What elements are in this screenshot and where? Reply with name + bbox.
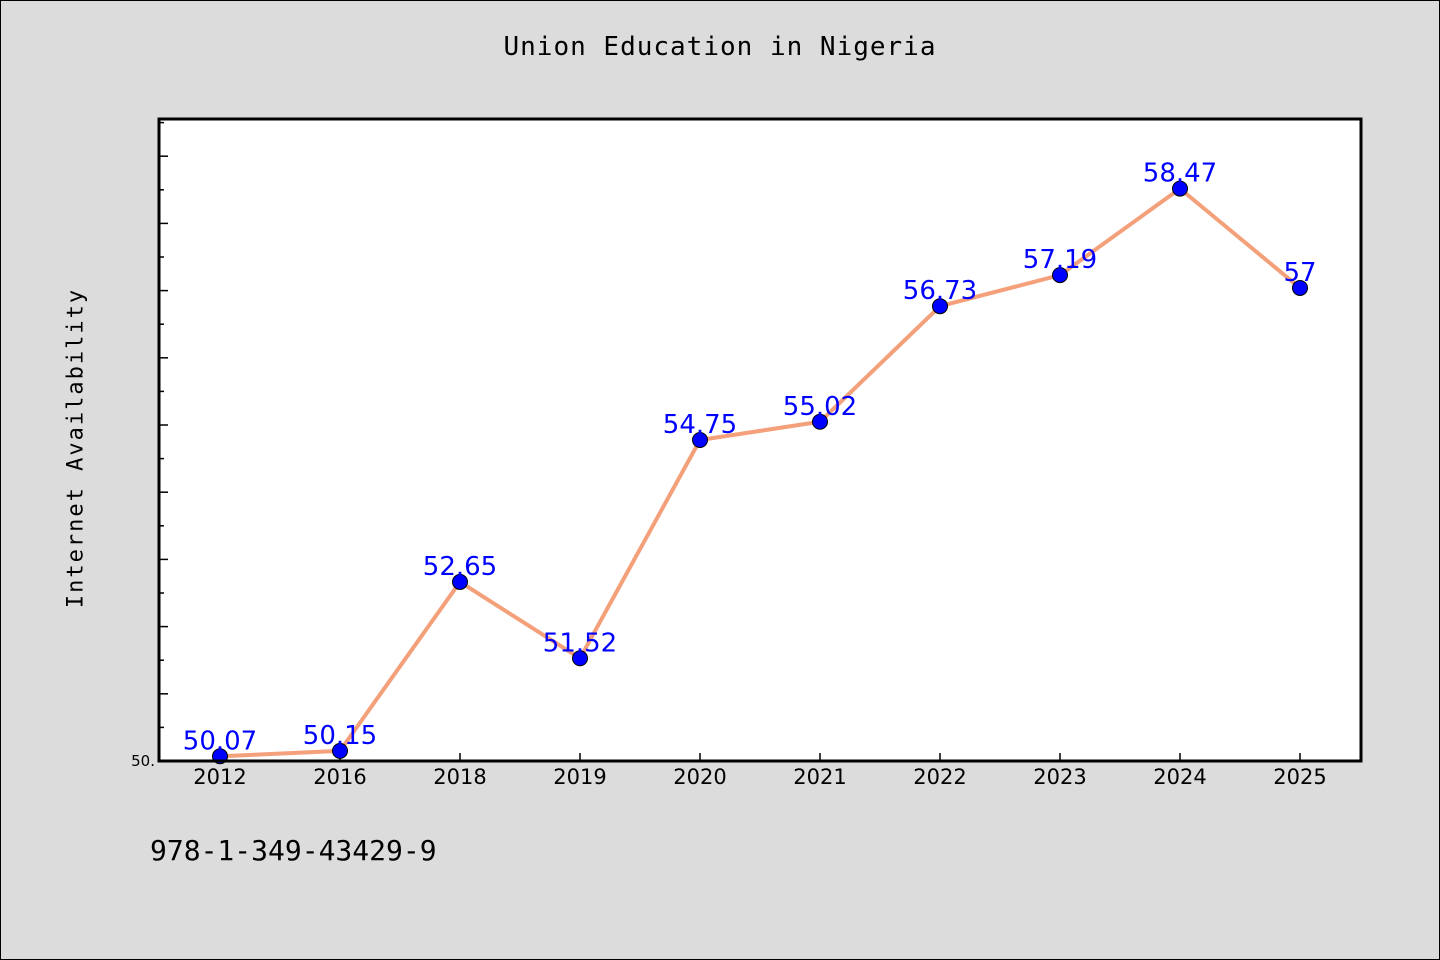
data-point-2016 (332, 742, 348, 759)
data-label-2020: 54.75 (663, 410, 737, 440)
data-labels-group: 50.07 50.15 52.65 51.52 54.75 55.02 56.73 57.19… (183, 159, 1317, 757)
data-label-2024: 58.47 (1143, 159, 1217, 189)
data-point-2020 (692, 432, 708, 448)
data-label-2016: 50.15 (303, 721, 377, 751)
series-line-group (219, 186, 1302, 759)
data-point-2023 (1052, 267, 1068, 284)
data-label-2019: 51.52 (543, 628, 617, 658)
x-tick-label-2019: 2019 (553, 765, 606, 789)
data-label-2023: 57.19 (1023, 245, 1097, 275)
x-tick-label-2024: 2024 (1153, 765, 1206, 789)
x-tick-label-2016: 2016 (313, 765, 366, 789)
data-label-2021: 55.02 (783, 392, 857, 422)
x-tick-label-2020: 2020 (673, 765, 726, 789)
data-label-2018: 52.65 (423, 552, 497, 582)
data-point-2018 (452, 573, 468, 590)
plot-area (159, 119, 1361, 761)
y-tick-label: 50. (131, 752, 155, 770)
x-tick-label-2018: 2018 (433, 765, 486, 789)
x-tick-label-2012: 2012 (193, 765, 246, 789)
x-tick-label-2021: 2021 (793, 765, 846, 789)
data-label-2022: 56.73 (903, 276, 977, 306)
footnote-isbn: 978-1-349-43429-9 (150, 834, 437, 867)
x-tick-label-2022: 2022 (913, 765, 966, 789)
data-point-2025 (1292, 279, 1308, 296)
x-tick-label-2023: 2023 (1033, 765, 1086, 789)
data-point-2022 (932, 298, 948, 315)
data-point-2021 (812, 413, 828, 430)
x-axis-ticks: 2012 2016 2018 2019 2020 2021 2022 2023 2024 2025 (193, 753, 1327, 789)
chart-title: Union Education in Nigeria (503, 32, 937, 62)
data-label-2025: 57 (1283, 258, 1316, 288)
data-point-2024 (1172, 180, 1188, 197)
data-label-2012: 50.07 (183, 726, 257, 756)
series-line (219, 186, 1302, 759)
data-point-2019 (572, 650, 588, 667)
x-tick-label-2025: 2025 (1273, 765, 1326, 789)
plot-border (157, 117, 1363, 763)
